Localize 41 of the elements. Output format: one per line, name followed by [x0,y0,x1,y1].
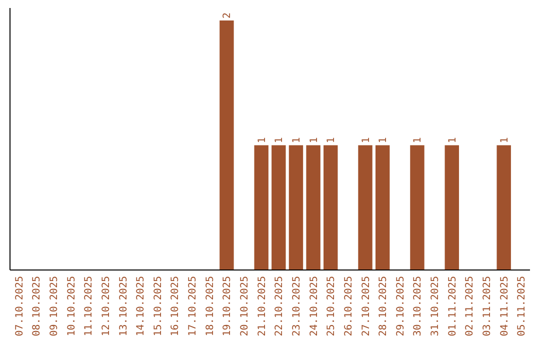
x-tick-label: 19.10.2025 [222,276,234,336]
x-tick-label: 25.10.2025 [326,276,338,336]
data-label: 1 [308,137,320,144]
data-label: 1 [378,137,390,144]
x-tick-label: 08.10.2025 [32,276,43,336]
x-tick-label: 16.10.2025 [170,276,182,336]
data-label: 1 [274,137,286,144]
data-label: 1 [499,137,510,144]
x-tick-label: 14.10.2025 [136,276,147,336]
data-label: 1 [447,137,458,144]
x-tick-label: 10.10.2025 [66,276,78,336]
x-tick-label: 05.11.2025 [516,276,528,336]
x-tick-label: 09.10.2025 [48,276,60,336]
x-tick-label: 02.11.2025 [464,276,476,336]
x-tick-label: 21.10.2025 [256,276,268,336]
x-tick-label: 27.10.2025 [360,276,372,336]
x-tick-label: 18.10.2025 [204,276,216,336]
x-tick-label: 22.10.2025 [274,276,286,336]
x-tick-label: 12.10.2025 [100,276,112,336]
x-tick-label: 11.10.2025 [84,276,95,336]
x-tick-label: 23.10.2025 [291,276,302,336]
x-tick-label: 24.10.2025 [308,276,320,336]
data-label: 1 [326,137,338,144]
x-tick-label: 17.10.2025 [188,276,199,336]
x-tick-label: 20.10.2025 [240,276,251,336]
x-tick-label: 26.10.2025 [343,276,354,336]
x-tick-label: 01.11.2025 [447,276,458,336]
x-tick-label: 07.10.2025 [14,276,26,336]
x-tick-label: 15.10.2025 [152,276,164,336]
data-label: 1 [412,137,424,144]
data-label: 1 [291,137,302,144]
x-tick-label: 28.10.2025 [378,276,390,336]
data-label: 1 [256,137,268,144]
data-label: 2 [222,12,234,18]
data-label: 1 [360,137,372,144]
x-tick-label: 03.11.2025 [482,276,494,336]
x-tick-label: 04.11.2025 [499,276,510,336]
x-tick-label: 13.10.2025 [118,276,130,336]
x-tick-label: 30.10.2025 [412,276,424,336]
x-tick-label: 29.10.2025 [395,276,406,336]
x-tick-label: 31.10.2025 [430,276,442,336]
